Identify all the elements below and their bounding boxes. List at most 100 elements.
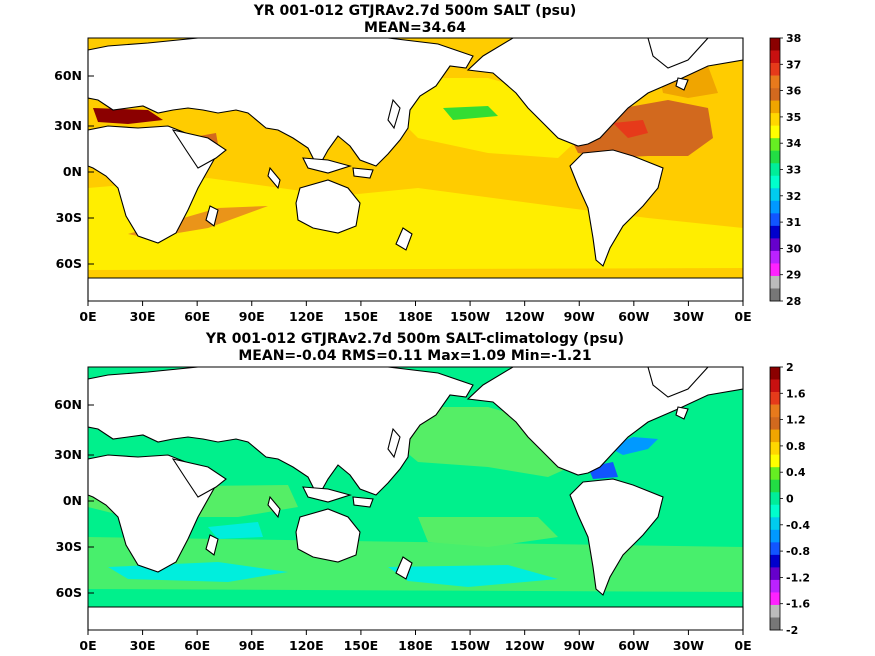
bottom-lat-label: 60N <box>54 397 82 412</box>
top-colorbar-swatch <box>770 38 780 51</box>
bottom-colorbar-swatch <box>770 517 780 531</box>
top-map-title: YR 001-012 GTJRAv2.7d 500m SALT (psu) <box>253 3 577 19</box>
bottom-colorbar-swatch <box>770 492 780 506</box>
bottom-lon-label: 0E <box>79 638 96 653</box>
bottom-lon-label: 30W <box>673 638 704 653</box>
top-colorbar-swatch <box>770 238 780 252</box>
top-colorbar-swatch <box>770 100 780 114</box>
bottom-colorbar-swatch <box>770 529 780 543</box>
bottom-colorbar-swatch <box>770 417 780 430</box>
top-colorbar-label: 32 <box>786 190 801 203</box>
bottom-lon-label: 90E <box>239 638 265 653</box>
top-colorbar-swatch <box>770 288 780 302</box>
top-colorbar-label: 36 <box>786 85 802 98</box>
bottom-lon-label: 90W <box>564 638 595 653</box>
bottom-colorbar-label: -1.6 <box>786 598 810 611</box>
top-colorbar-label: 30 <box>786 242 802 255</box>
bottom-colorbar-swatch <box>770 367 780 380</box>
bottom-colorbar-label: -0.8 <box>786 545 810 558</box>
bottom-lon-label: 60E <box>184 638 210 653</box>
bottom-colorbar-swatch <box>770 379 780 393</box>
bottom-map-stats: MEAN=-0.04 RMS=0.11 Max=1.09 Min=-1.21 <box>238 348 592 364</box>
bottom-lat-label: 60S <box>56 585 82 600</box>
bottom-colorbar-label: 0 <box>786 493 794 506</box>
top-lon-label: 0E <box>734 309 751 324</box>
top-colorbar-swatch <box>770 275 780 289</box>
top-salinity-map <box>87 37 744 302</box>
top-lat-label: 0N <box>63 164 82 179</box>
bottom-colorbar-swatch <box>770 617 780 631</box>
top-axes: 60N 30N 0N 30S 60S 0E 30E 60E 90E 120E 150E 180E 150… <box>54 68 751 324</box>
top-colorbar-swatch <box>770 88 780 101</box>
bottom-colorbar-swatch <box>770 542 780 556</box>
top-lon-label: 0E <box>79 309 96 324</box>
top-colorbar-swatch <box>770 213 780 227</box>
bottom-colorbar-swatch <box>770 392 780 405</box>
top-colorbar-swatch <box>770 250 780 264</box>
top-colorbar-label: 38 <box>786 32 801 45</box>
top-lon-label: 30W <box>673 309 704 324</box>
top-lon-label: 120W <box>505 309 545 324</box>
top-colorbar-label: 37 <box>786 58 801 71</box>
bottom-axes: 60N 30N 0N 30S 60S 0E 30E 60E 90E 120E 150E 180E 150… <box>54 397 751 653</box>
bottom-colorbar-swatch <box>770 554 780 568</box>
bottom-colorbar-swatch <box>770 404 780 418</box>
top-map-mean: MEAN=34.64 <box>363 20 467 36</box>
top-colorbar-label: 28 <box>786 295 801 308</box>
top-lon-label: 30E <box>130 309 156 324</box>
top-colorbar-label: 29 <box>786 269 801 282</box>
top-lon-label: 90W <box>564 309 595 324</box>
top-lat-label: 30N <box>54 118 82 133</box>
bottom-lon-label: 120W <box>505 638 545 653</box>
bottom-colorbar-swatch <box>770 567 780 581</box>
top-colorbar-swatch <box>770 225 780 239</box>
bottom-colorbar-label: 0.8 <box>786 440 806 453</box>
top-lon-label: 120E <box>289 309 324 324</box>
bottom-colorbar-swatch <box>770 442 780 455</box>
bottom-colorbar-label: 2 <box>786 361 794 374</box>
top-colorbar-label: 34 <box>786 137 802 150</box>
bottom-lon-label: 30E <box>130 638 156 653</box>
bottom-colorbar-swatch <box>770 579 780 593</box>
bottom-colorbar-label: 1.2 <box>786 414 806 427</box>
bottom-colorbar-label: -1.2 <box>786 571 810 584</box>
top-colorbar-swatch <box>770 188 780 202</box>
bottom-colorbar-swatch <box>770 429 780 443</box>
top-colorbar-swatch <box>770 163 780 177</box>
top-lat-label: 60N <box>54 68 82 83</box>
top-lon-label: 150W <box>450 309 490 324</box>
bottom-lon-label: 60W <box>618 638 649 653</box>
bottom-colorbar-swatch <box>770 479 780 493</box>
bottom-lon-label: 150E <box>344 638 379 653</box>
top-colorbar: 38 37 36 35 34 33 32 31 30 29 28 <box>769 32 802 308</box>
bottom-colorbar-label: 0.4 <box>786 466 806 479</box>
top-lon-label: 60W <box>618 309 649 324</box>
top-colorbar-label: 33 <box>786 164 801 177</box>
bottom-lon-label: 120E <box>289 638 324 653</box>
top-lon-label: 180E <box>398 309 433 324</box>
bottom-map-title: YR 001-012 GTJRAv2.7d 500m SALT-climatol… <box>205 331 625 347</box>
top-colorbar-swatch <box>770 200 780 214</box>
bottom-lon-label: 180E <box>398 638 433 653</box>
bottom-lon-label: 150W <box>450 638 490 653</box>
bottom-colorbar-swatch <box>770 604 780 618</box>
bottom-lon-label: 0E <box>734 638 751 653</box>
top-lat-label: 60S <box>56 256 82 271</box>
top-colorbar-swatch <box>770 75 780 89</box>
bottom-colorbar-swatch <box>770 592 780 606</box>
bottom-colorbar-label: 1.6 <box>786 387 806 400</box>
bottom-colorbar-swatch <box>770 454 780 468</box>
top-colorbar-swatch <box>770 138 780 152</box>
bottom-lat-label: 30N <box>54 447 82 462</box>
bottom-lat-label: 0N <box>63 493 82 508</box>
top-colorbar-swatch <box>770 63 780 76</box>
top-lon-label: 150E <box>344 309 379 324</box>
top-lon-label: 90E <box>239 309 265 324</box>
top-colorbar-swatch <box>770 175 780 189</box>
bottom-colorbar: 2 1.6 1.2 0.8 0.4 0 -0.4 -0.8 -1.2 -1.6 -2 <box>769 361 810 637</box>
bottom-anomaly-map <box>87 366 744 631</box>
bottom-colorbar-swatch <box>770 467 780 481</box>
top-colorbar-label: 31 <box>786 216 801 229</box>
top-lon-label: 60E <box>184 309 210 324</box>
